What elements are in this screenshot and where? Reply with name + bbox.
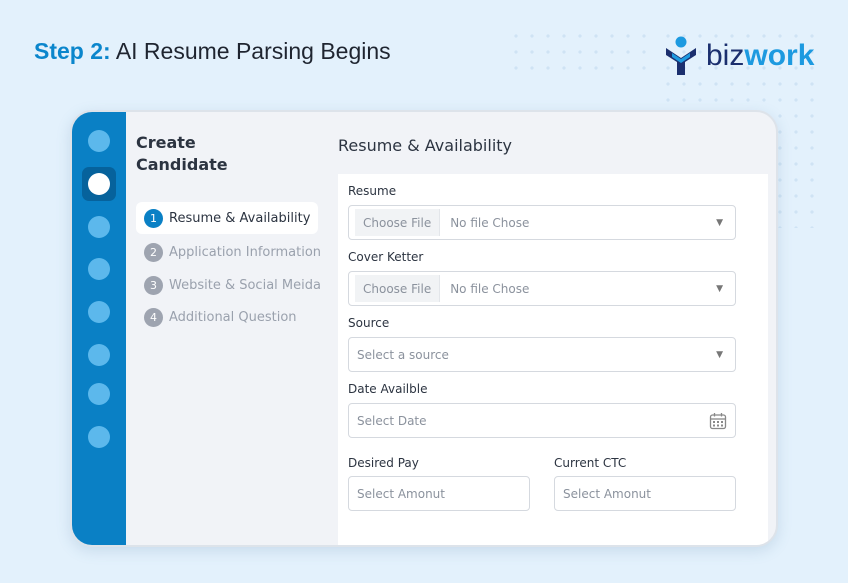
- form-title: Create Candidate: [136, 133, 228, 174]
- current-ctc-input[interactable]: Select Amonut: [554, 476, 736, 511]
- step-label: Application Information: [169, 244, 322, 260]
- sidebar-nav: [72, 112, 126, 545]
- desired-pay-placeholder: Select Amonut: [357, 486, 445, 501]
- cover-letter-label: Cover Ketter: [348, 250, 424, 264]
- calendar-icon[interactable]: [709, 412, 727, 430]
- resume-file-input[interactable]: Choose File No file Chose ▼: [348, 205, 736, 240]
- caret-down-icon: ▼: [716, 283, 723, 294]
- source-placeholder: Select a source: [357, 347, 449, 362]
- step-number: 1: [144, 208, 163, 228]
- desired-pay-input[interactable]: Select Amonut: [348, 476, 530, 511]
- bizwork-logo: bizwork: [664, 36, 814, 76]
- date-placeholder: Select Date: [357, 413, 427, 428]
- app-window: Create Candidate 1 Resume & Availability …: [70, 110, 778, 547]
- caret-down-icon: ▼: [716, 217, 723, 228]
- date-label: Date Availble: [348, 382, 428, 396]
- step-number: 4: [144, 307, 163, 327]
- nav-item[interactable]: [88, 130, 110, 152]
- nav-item[interactable]: [88, 383, 110, 405]
- heading-title: AI Resume Parsing Begins: [115, 38, 391, 64]
- step-number: 3: [144, 275, 163, 295]
- desired-pay-label: Desired Pay: [348, 456, 419, 470]
- step-label: Resume & Availability: [169, 210, 311, 226]
- step-label: Additional Question: [169, 309, 297, 325]
- step-number: 2: [144, 242, 163, 262]
- step-item-3[interactable]: 3 Website & Social Meida: [136, 269, 329, 301]
- date-input[interactable]: Select Date: [348, 403, 736, 438]
- resume-label: Resume: [348, 184, 397, 198]
- current-ctc-placeholder: Select Amonut: [563, 486, 651, 501]
- step-label: Step 2:: [34, 38, 111, 64]
- step-label: Website & Social Meida: [169, 277, 321, 293]
- bizwork-person-icon: [666, 36, 696, 75]
- nav-item[interactable]: [88, 426, 110, 448]
- step-item-4[interactable]: 4 Additional Question: [136, 301, 305, 333]
- nav-item[interactable]: [88, 258, 110, 280]
- logo-text-biz: biz: [706, 39, 745, 72]
- choose-file-button[interactable]: Choose File: [355, 275, 441, 302]
- file-status: No file Chose: [450, 215, 530, 230]
- nav-item[interactable]: [88, 301, 110, 323]
- source-select[interactable]: Select a source ▼: [348, 337, 736, 372]
- section-title: Resume & Availability: [338, 136, 513, 155]
- cover-letter-file-input[interactable]: Choose File No file Chose ▼: [348, 271, 736, 306]
- form-panel: Resume Choose File No file Chose ▼ Cover K…: [338, 174, 768, 545]
- logo-text-work: work: [744, 39, 815, 72]
- current-ctc-label: Current CTC: [554, 456, 627, 470]
- step-item-1[interactable]: 1 Resume & Availability: [136, 202, 319, 234]
- decorative-dots: [508, 28, 658, 76]
- caret-down-icon: ▼: [716, 349, 723, 360]
- choose-file-button[interactable]: Choose File: [355, 209, 441, 236]
- file-status: No file Chose: [450, 281, 530, 296]
- source-label: Source: [348, 316, 390, 330]
- nav-item-active[interactable]: [88, 173, 110, 195]
- nav-item[interactable]: [88, 344, 110, 366]
- step-item-2[interactable]: 2 Application Information: [136, 236, 329, 268]
- page-heading: Step 2: AI Resume Parsing Begins: [34, 38, 391, 65]
- nav-item[interactable]: [88, 216, 110, 238]
